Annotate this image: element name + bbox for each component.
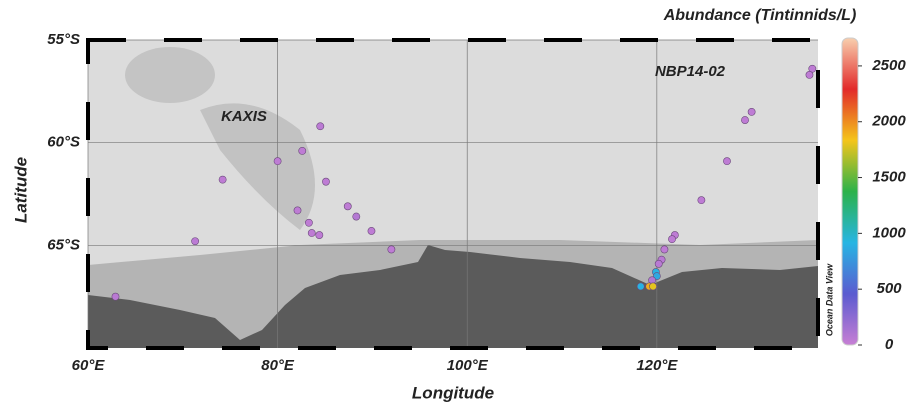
station: [316, 231, 323, 238]
page: KAXIS NBP14-02 Longitude Latitude Abunda…: [0, 0, 909, 409]
station: [661, 246, 668, 253]
station: [294, 207, 301, 214]
colorbar-tick-label: 500: [876, 280, 902, 297]
station: [806, 71, 813, 78]
station: [299, 147, 306, 154]
seamount: [125, 47, 215, 103]
y-tick-label: 60°S: [47, 134, 80, 151]
station: [274, 158, 281, 165]
station: [219, 176, 226, 183]
y-axis-label: Latitude: [11, 157, 30, 223]
station: [192, 238, 199, 245]
station: [668, 236, 675, 243]
annotation: NBP14-02: [655, 63, 726, 80]
colorbar-title: Abundance (Tintinnids/L): [663, 7, 857, 24]
annotation: KAXIS: [221, 108, 267, 125]
station: [308, 229, 315, 236]
colorbar-tick-label: 2000: [871, 113, 906, 130]
x-axis-label: Longitude: [412, 383, 494, 402]
station: [112, 293, 119, 300]
station: [649, 283, 656, 290]
station: [344, 203, 351, 210]
station: [305, 219, 312, 226]
station: [353, 213, 360, 220]
station: [368, 227, 375, 234]
colorbar-tick-label: 2500: [871, 57, 906, 74]
colorbar-tick-label: 1000: [872, 224, 906, 241]
x-tick-label: 80°E: [261, 357, 295, 374]
station: [741, 116, 748, 123]
station: [698, 197, 705, 204]
credit: Ocean Data View: [824, 263, 834, 336]
station: [322, 178, 329, 185]
station: [655, 260, 662, 267]
colorbar: [842, 38, 858, 345]
colorbar-tick-label: 0: [885, 336, 894, 353]
map-chart: KAXIS NBP14-02 Longitude Latitude Abunda…: [0, 0, 909, 404]
x-tick-label: 100°E: [447, 357, 489, 374]
x-tick-label: 120°E: [636, 357, 678, 374]
colorbar-tick-label: 1500: [872, 169, 906, 186]
station: [317, 123, 324, 130]
y-tick-label: 55°S: [47, 31, 80, 48]
y-tick-label: 65°S: [47, 236, 80, 253]
station: [637, 283, 644, 290]
station: [748, 108, 755, 115]
station: [388, 246, 395, 253]
x-tick-label: 60°E: [72, 357, 106, 374]
station: [723, 158, 730, 165]
